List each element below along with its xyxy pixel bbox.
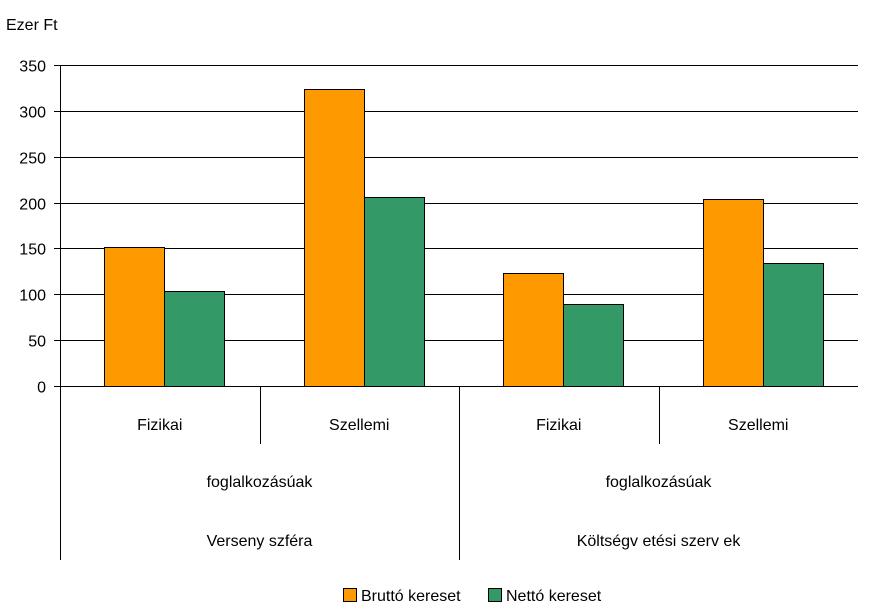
y-tick-label: 150 [19,242,46,259]
bar-nettó-0 [164,291,225,387]
y-tick-label: 200 [19,197,46,214]
group-label-line2: Költségv etési szerv ek [577,533,742,550]
bar-bruttó-1 [304,89,365,387]
y-tick-label: 350 [19,59,46,76]
x-category-label: Fizikai [137,417,182,434]
legend-swatch-0 [343,588,357,602]
legend-label: Bruttó kereset [361,588,461,605]
bars [104,89,824,387]
y-unit-label: Ezer Ft [6,17,58,34]
bar-nettó-1 [364,197,425,387]
axis-labels: 0 50 100 150 200 250 300 350 Fizikai Szellemi Fizi… [19,59,788,551]
y-tick-label: 250 [19,151,46,168]
x-category-label: Szellemi [728,417,788,434]
bar-bruttó-0 [104,247,165,387]
x-category-label: Szellemi [329,417,389,434]
bar-bruttó-2 [503,273,564,387]
bar-nettó-2 [563,304,624,387]
y-tick-label: 50 [28,334,46,351]
bar-bruttó-3 [703,199,764,387]
legend-label: Nettó kereset [506,588,602,605]
x-category-label: Fizikai [536,417,581,434]
group-label-line1: foglalkozásúak [606,474,713,491]
y-tick-label: 0 [37,380,46,397]
y-tick-label: 300 [19,105,46,122]
legend-swatch-1 [488,588,502,602]
axes [54,65,858,560]
y-tick-label: 100 [19,288,46,305]
bar-nettó-3 [763,263,824,387]
group-label-line1: foglalkozásúak [207,474,314,491]
group-label-line2: Verseny szféra [207,533,313,550]
legend: Bruttó kereset Nettó kereset [343,588,602,605]
